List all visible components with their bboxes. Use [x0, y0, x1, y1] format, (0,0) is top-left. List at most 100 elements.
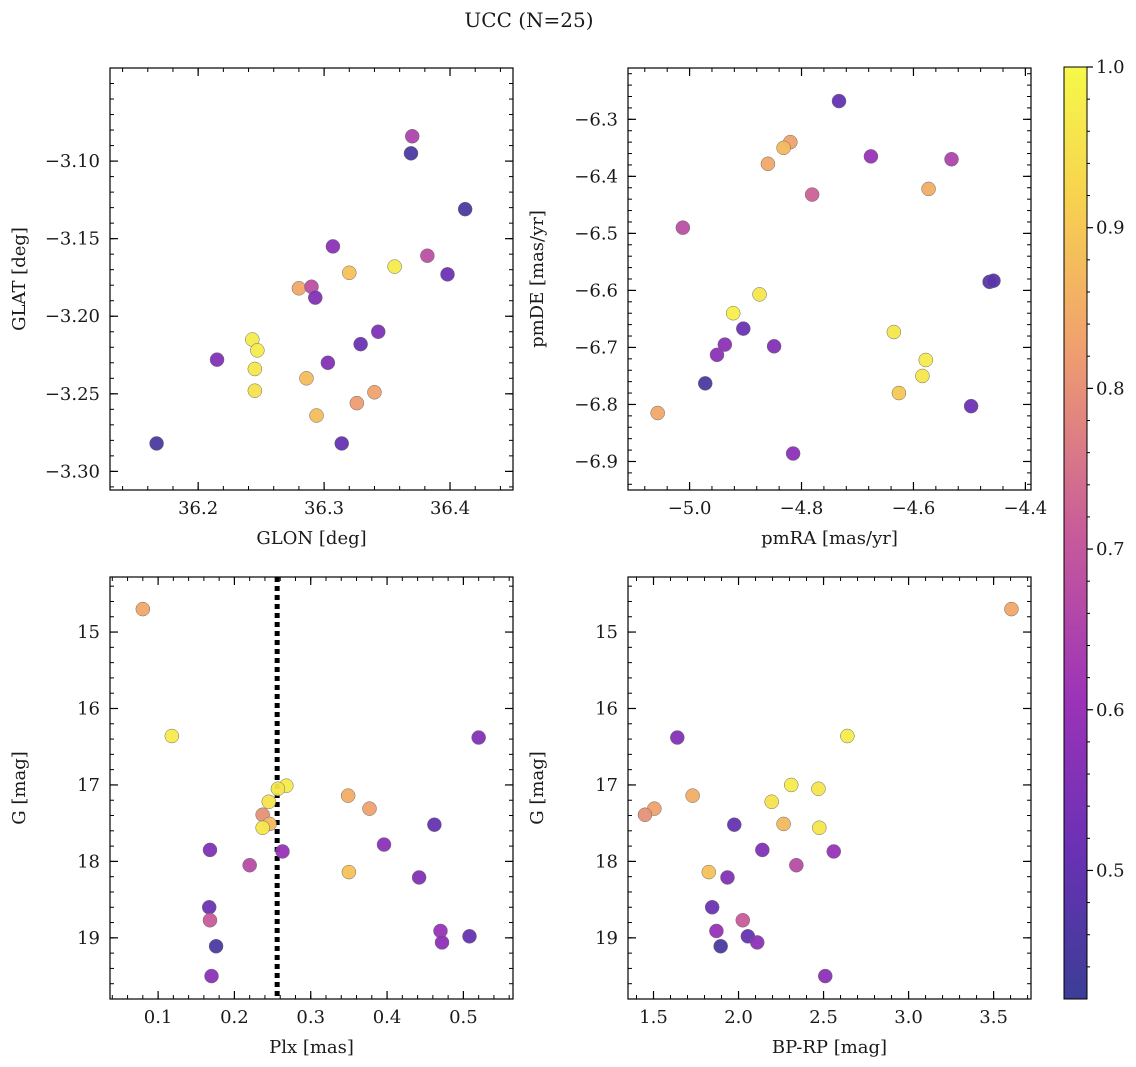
data-point — [340, 788, 356, 803]
data-point — [427, 817, 442, 832]
data-point — [760, 156, 776, 172]
data-point — [341, 864, 357, 880]
data-point — [915, 368, 930, 384]
x-tick-label: −4.4 — [1004, 498, 1048, 519]
data-point — [299, 371, 314, 386]
data-point — [817, 968, 833, 984]
data-point — [986, 273, 1001, 288]
data-point — [202, 842, 218, 858]
data-point — [349, 395, 365, 411]
colorbar-tick-label: 0.7 — [1096, 539, 1125, 560]
data-point — [675, 220, 691, 235]
x-tick-label: 0.1 — [144, 1007, 173, 1028]
data-point — [811, 781, 826, 797]
data-point — [209, 352, 225, 367]
y-tick-label: −6.4 — [574, 166, 618, 187]
data-point — [334, 436, 349, 451]
y-tick-label: 17 — [595, 775, 618, 796]
data-point — [309, 408, 324, 423]
x-axis-label: BP-RP [mag] — [772, 1037, 887, 1058]
x-axis-label: pmRA [mas/yr] — [761, 528, 898, 549]
y-tick-label: 16 — [595, 698, 618, 719]
y-tick-label: 17 — [77, 775, 100, 796]
x-tick-label: 0.2 — [220, 1007, 249, 1028]
data-point — [362, 801, 377, 816]
colorbar-tick-label: 0.8 — [1096, 378, 1125, 399]
y-axis-label: pmDE [mas/yr] — [527, 210, 548, 348]
y-tick-label: 16 — [77, 698, 100, 719]
x-tick-label: 0.3 — [296, 1007, 325, 1028]
data-point — [863, 149, 879, 164]
data-point — [342, 265, 357, 281]
panel-glon-glat: 36.2 36.3 36.4 −3.10 −3.15 −3.20 −3.25 −3.30 GLO… — [9, 67, 514, 549]
colorbar-tick-label: 0.9 — [1096, 218, 1125, 239]
data-point — [749, 935, 765, 950]
data-point — [886, 324, 902, 340]
data-point — [440, 267, 455, 282]
data-point — [420, 248, 435, 263]
data-point — [164, 728, 180, 744]
y-tick-label: −3.25 — [45, 384, 100, 405]
data-point — [697, 376, 713, 391]
data-point — [776, 816, 791, 832]
plot-frame — [627, 576, 1032, 1000]
data-point — [701, 864, 717, 880]
data-point — [291, 281, 307, 296]
data-point — [764, 794, 779, 810]
data-point — [755, 842, 770, 858]
y-tick-label: 15 — [595, 622, 618, 643]
x-tick-label: −4.8 — [780, 498, 824, 519]
y-tick-label: 18 — [595, 851, 618, 872]
y-tick-label: −6.8 — [574, 394, 618, 415]
data-point — [725, 305, 741, 321]
data-point — [826, 844, 842, 859]
data-point — [261, 794, 277, 810]
data-point — [462, 929, 477, 944]
data-point — [766, 339, 782, 354]
data-point — [717, 337, 733, 352]
data-point — [812, 820, 827, 836]
data-point — [685, 788, 700, 803]
data-point — [736, 321, 751, 336]
data-point — [208, 939, 224, 954]
y-tick-label: 15 — [77, 622, 100, 643]
data-point — [204, 968, 219, 984]
panel-bprp-g: 1.5 2.0 2.5 3.0 3.5 15 16 17 18 19 BP-RP [mag] G [m… — [527, 576, 1032, 1058]
data-point — [434, 935, 450, 950]
data-point — [776, 140, 791, 156]
data-point — [727, 817, 742, 832]
x-tick-label: 3.5 — [979, 1007, 1008, 1028]
x-tick-label: 3.0 — [894, 1007, 923, 1028]
data-point — [891, 385, 907, 401]
data-point — [735, 913, 751, 928]
x-tick-label: 1.5 — [639, 1007, 668, 1028]
data-point — [921, 181, 936, 197]
y-tick-label: 19 — [77, 928, 100, 949]
data-point — [785, 446, 801, 461]
data-point — [918, 352, 934, 368]
data-point — [320, 355, 336, 371]
data-point — [376, 837, 392, 852]
data-point — [370, 324, 386, 339]
data-point — [457, 201, 473, 217]
data-point — [247, 361, 263, 377]
x-tick-label: 2.5 — [809, 1007, 838, 1028]
y-tick-label: −6.7 — [574, 337, 618, 358]
data-point — [403, 146, 419, 161]
x-tick-label: 0.5 — [449, 1007, 478, 1028]
x-axis-label: GLON [deg] — [256, 528, 366, 549]
x-tick-label: 0.4 — [373, 1007, 402, 1028]
data-point — [411, 870, 427, 885]
y-tick-label: −3.30 — [45, 461, 100, 482]
y-tick-label: −6.6 — [574, 280, 618, 301]
x-tick-label: 2.0 — [724, 1007, 753, 1028]
colorbar-gradient — [1063, 66, 1088, 1000]
x-tick-label: 36.3 — [304, 498, 344, 519]
data-point — [405, 129, 420, 144]
data-point — [1004, 601, 1019, 617]
y-tick-label: 19 — [595, 928, 618, 949]
data-point — [963, 398, 979, 414]
x-axis-label: Plx [mas] — [269, 1037, 354, 1058]
data-point — [242, 857, 257, 873]
